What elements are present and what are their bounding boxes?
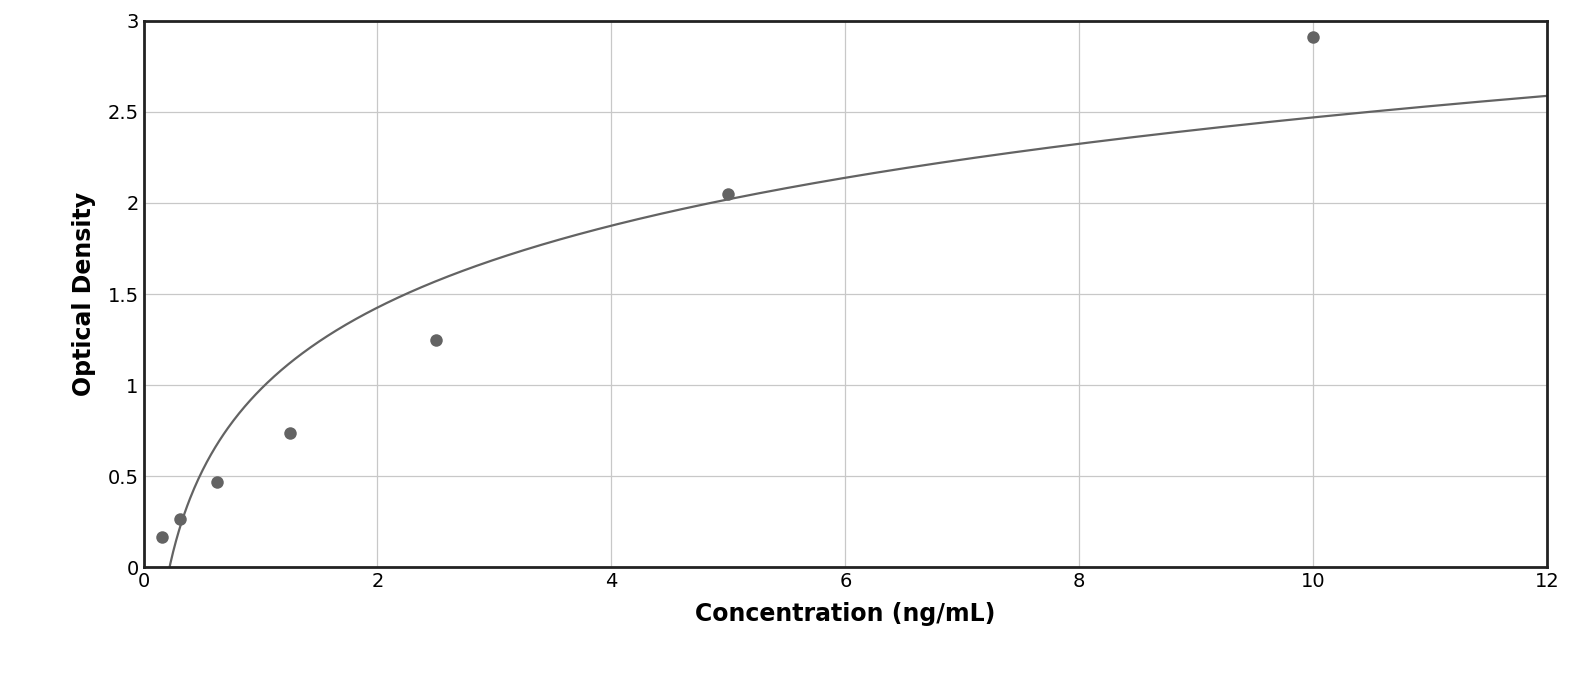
Point xyxy=(716,188,742,199)
Point xyxy=(148,532,174,543)
Point xyxy=(423,334,448,345)
Point xyxy=(167,513,193,525)
X-axis label: Concentration (ng/mL): Concentration (ng/mL) xyxy=(695,603,995,626)
Point xyxy=(204,476,230,487)
Point xyxy=(1300,32,1325,43)
Y-axis label: Optical Density: Optical Density xyxy=(72,192,96,396)
Point xyxy=(278,427,303,438)
